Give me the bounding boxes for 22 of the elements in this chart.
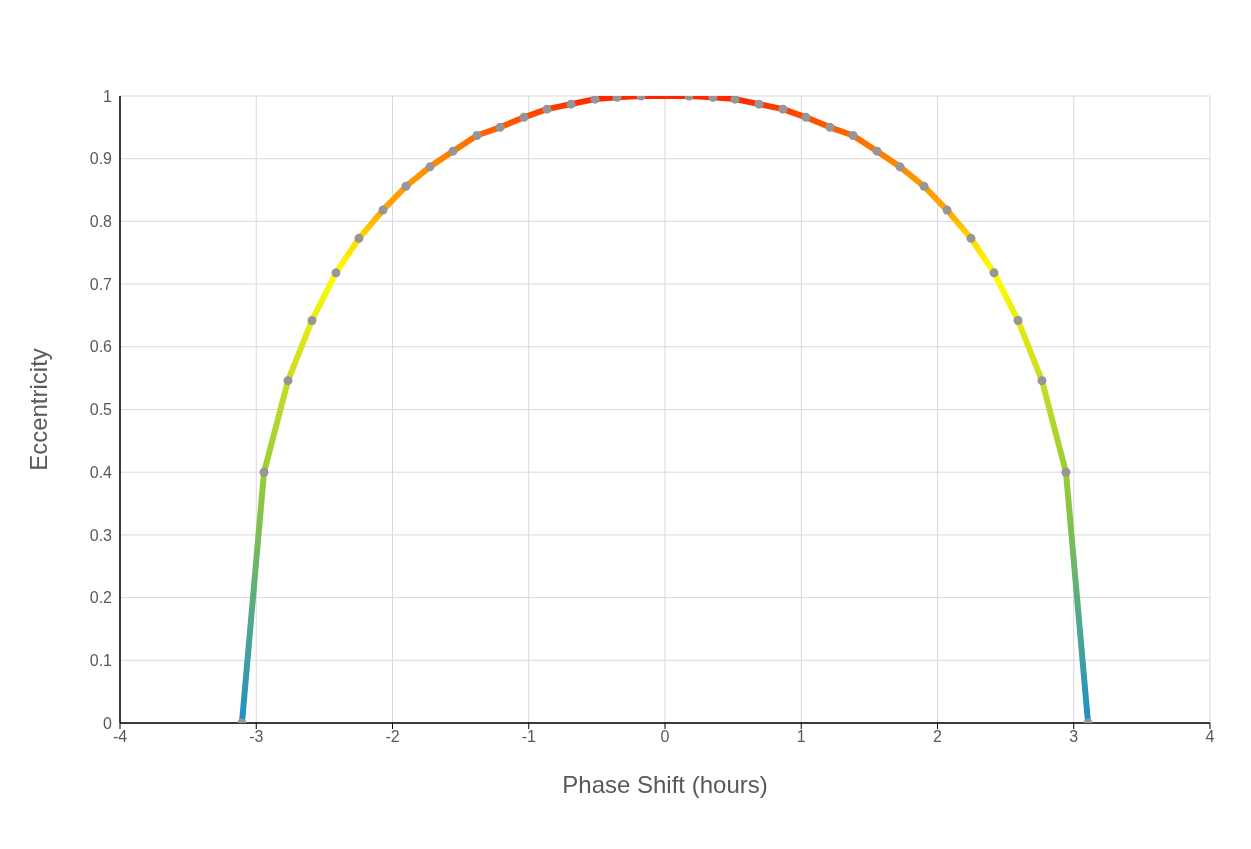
- y-tick-label: 0: [103, 714, 113, 732]
- x-tick-label: 1: [796, 728, 806, 746]
- x-tick-label: -1: [521, 728, 536, 746]
- y-tick-label: 0.8: [89, 213, 113, 231]
- y-tick-label: 0.1: [89, 651, 113, 669]
- y-tick-label: 0.9: [89, 150, 113, 168]
- y-tick-label: 0.3: [89, 526, 113, 544]
- y-tick-label: 0.4: [89, 463, 113, 481]
- x-tick-label: -4: [112, 728, 128, 746]
- y-axis-title: Eccentricity: [24, 348, 52, 471]
- x-tick-label: -3: [249, 728, 264, 746]
- x-tick-label: -2: [385, 728, 400, 746]
- x-tick-label: 2: [933, 728, 943, 746]
- x-axis-title: Phase Shift (hours): [562, 771, 768, 798]
- x-tick-label: 3: [1069, 728, 1079, 746]
- y-tick-label: 0.2: [89, 589, 113, 607]
- x-tick-label: 0: [660, 728, 670, 746]
- y-tick-label: 0.5: [89, 401, 113, 419]
- y-tick-label: 1: [103, 87, 113, 105]
- x-tick-label: 4: [1205, 728, 1215, 746]
- y-tick-label: 0.7: [89, 275, 113, 293]
- y-tick-label: 0.6: [89, 338, 113, 356]
